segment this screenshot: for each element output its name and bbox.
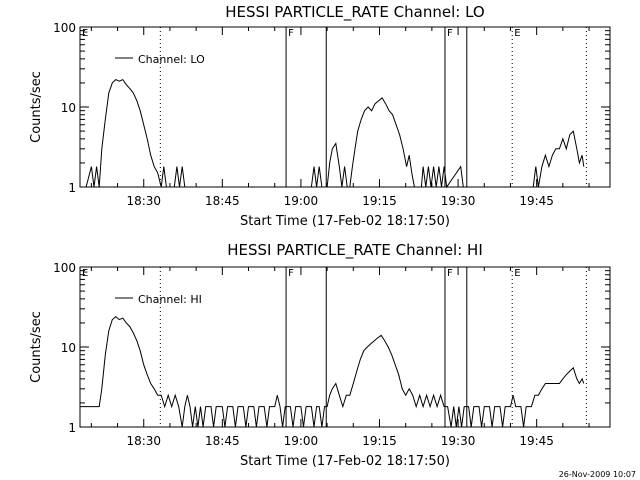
lo-event-marker-label: E <box>82 28 88 39</box>
hi-y-tick-label: 100 <box>53 261 76 275</box>
hi-x-tick-label: 18:45 <box>205 434 240 448</box>
hi-y-tick-label: 1 <box>68 421 76 435</box>
lo-x-tick-label: 18:45 <box>205 194 240 208</box>
hi-x-tick-label: 19:00 <box>284 434 319 448</box>
hi-x-tick-label: 18:30 <box>126 434 161 448</box>
hi-x-tick-label: 19:30 <box>441 434 476 448</box>
hi-y-axis-label: Counts/sec <box>29 311 44 383</box>
hi-x-axis-label: Start Time (17-Feb-02 18:17:50) <box>240 454 450 469</box>
hi-channel-panel: HESSI PARTICLE_RATE Channel: HI Start Ti… <box>29 241 611 469</box>
lo-x-tick-label: 19:15 <box>362 194 397 208</box>
lo-y-tick-label: 10 <box>61 101 76 115</box>
hi-x-tick-label: 19:45 <box>519 434 554 448</box>
hi-rate-series-line <box>80 315 585 428</box>
footer-timestamp: 26-Nov-2009 10:07 <box>559 470 636 479</box>
lo-x-axis-label: Start Time (17-Feb-02 18:17:50) <box>240 214 450 229</box>
lo-event-marker-label: F <box>447 28 453 39</box>
hi-event-marker-label: E <box>82 268 88 279</box>
lo-x-tick-label: 19:30 <box>441 194 476 208</box>
hi-x-tick-label: 19:15 <box>362 434 397 448</box>
hi-y-tick-label: 10 <box>61 341 76 355</box>
lo-y-axis-label: Counts/sec <box>29 71 44 143</box>
hi-plot-frame <box>79 266 611 428</box>
lo-legend-label: Channel: LO <box>138 53 205 66</box>
lo-x-tick-label: 19:45 <box>519 194 554 208</box>
hi-event-marker-label: F <box>288 268 294 279</box>
lo-event-marker-label: E <box>514 28 520 39</box>
lo-y-tick-label: 1 <box>68 181 76 195</box>
hi-legend-label: Channel: HI <box>138 293 202 306</box>
lo-event-marker-label: F <box>288 28 294 39</box>
hi-event-marker-label: E <box>514 268 520 279</box>
lo-plot-frame <box>79 26 611 188</box>
hi-event-marker-label: F <box>447 268 453 279</box>
lo-channel-panel: HESSI PARTICLE_RATE Channel: LO Start Ti… <box>29 3 611 229</box>
hi-chart-title: HESSI PARTICLE_RATE Channel: HI <box>227 241 483 260</box>
lo-chart-title: HESSI PARTICLE_RATE Channel: LO <box>225 3 484 22</box>
lo-x-tick-label: 19:00 <box>284 194 319 208</box>
lo-y-tick-label: 100 <box>53 21 76 35</box>
lo-rate-series-line <box>85 78 585 189</box>
lo-x-tick-label: 18:30 <box>126 194 161 208</box>
